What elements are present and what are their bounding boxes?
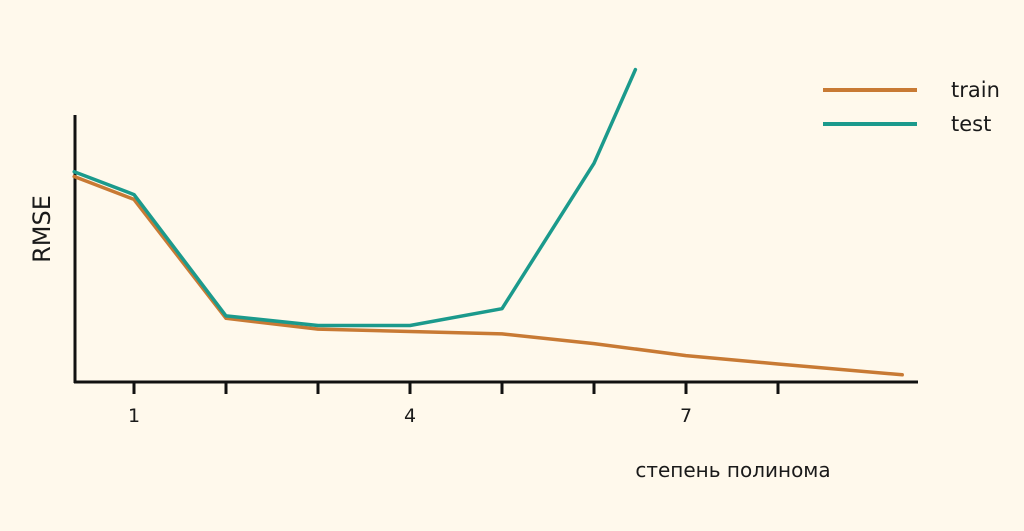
x-tick-label-7: 7 [680, 405, 692, 427]
series-line-train [72, 174, 904, 377]
legend-label-train: train [951, 78, 1000, 102]
legend: train test [823, 78, 1000, 136]
legend-label-test: test [951, 112, 991, 136]
labels: RMSE степень полинома [28, 195, 831, 482]
series-layer [72, 67, 904, 377]
y-axis-label: RMSE [28, 195, 56, 263]
axes: 1 4 7 [73, 115, 918, 427]
x-tick-label-1: 1 [128, 405, 140, 427]
x-axis-label: степень полинома [635, 458, 830, 482]
x-tick-label-4: 4 [404, 405, 416, 427]
series-line-test [72, 67, 638, 328]
